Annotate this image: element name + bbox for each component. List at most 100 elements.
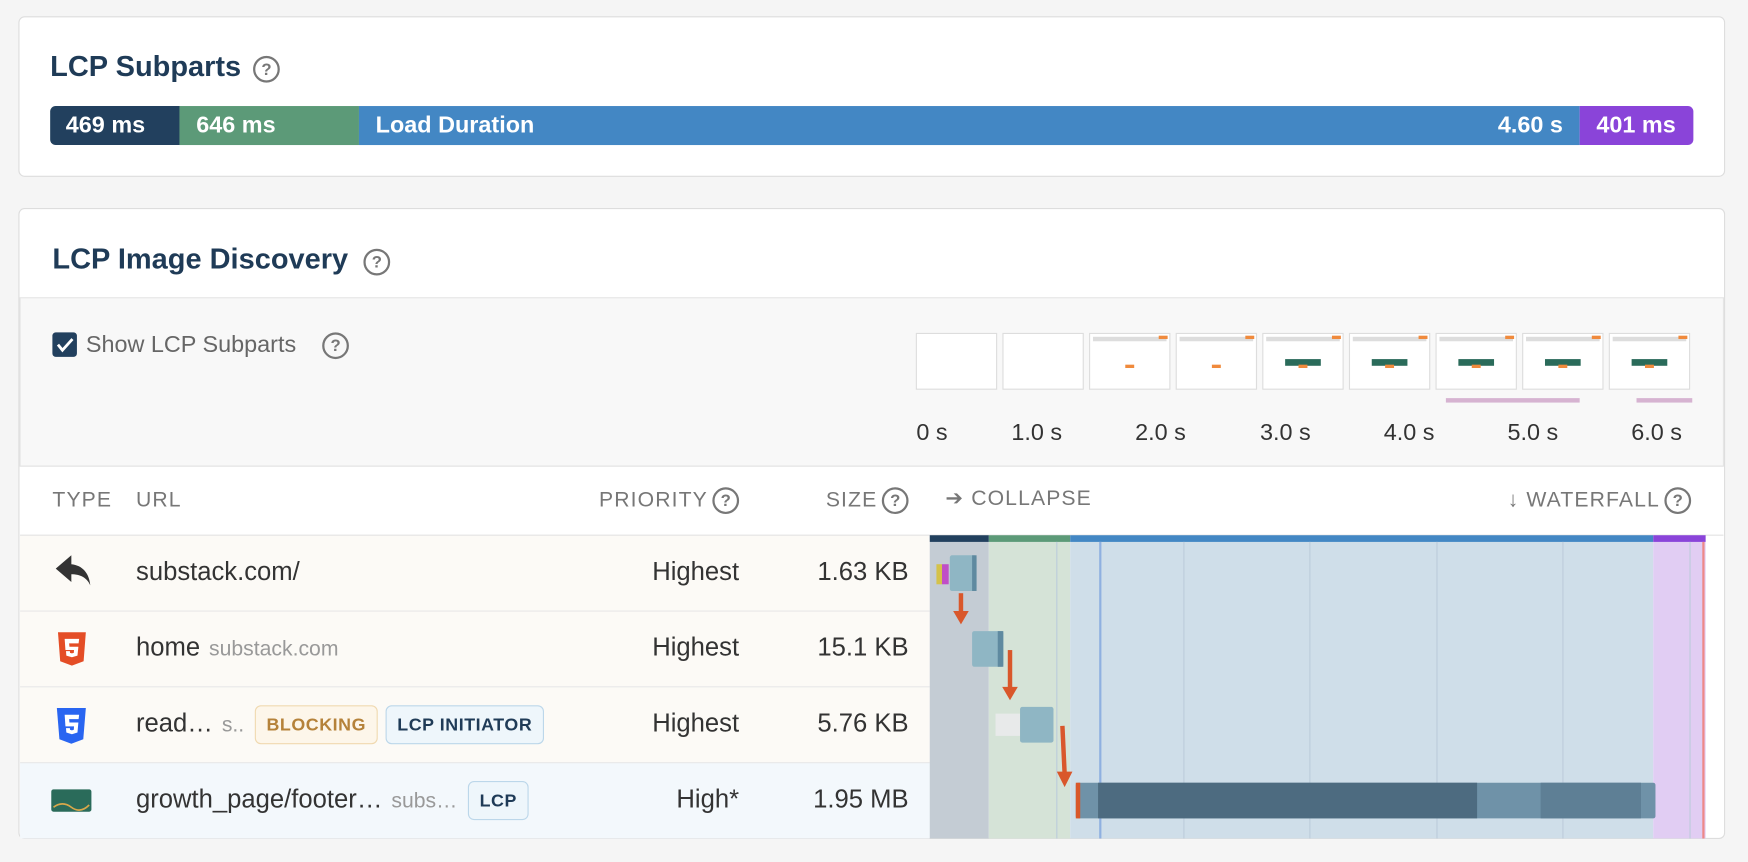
svg-text:?: ? bbox=[1673, 491, 1683, 510]
frame-banner bbox=[1631, 359, 1668, 366]
subparts-bar bbox=[50, 106, 1694, 146]
frame-button bbox=[1298, 364, 1308, 369]
segment-label: Load Duration bbox=[376, 111, 535, 137]
frame-banner bbox=[1371, 359, 1408, 366]
frame bbox=[915, 332, 998, 390]
frame bbox=[1002, 332, 1084, 390]
help-icon[interactable]: ? bbox=[253, 55, 280, 83]
css-icon bbox=[56, 708, 86, 744]
frame-accent bbox=[1418, 335, 1428, 340]
svg-text:?: ? bbox=[372, 253, 382, 272]
frame-banner bbox=[1458, 359, 1495, 366]
timeline: 0 s 1.0 s 2.0 s 3.0 s 4.0 s 5.0 s 6.0 s bbox=[916, 419, 1682, 445]
timeline-label: 3.0 s bbox=[1260, 419, 1311, 445]
svg-text:?: ? bbox=[261, 60, 271, 79]
column-header: PRIORITY bbox=[599, 488, 708, 511]
svg-text:?: ? bbox=[721, 491, 731, 510]
frame-header bbox=[1266, 336, 1340, 342]
url: growth_page/footer… bbox=[136, 785, 382, 813]
html-icon bbox=[57, 632, 86, 666]
document-icon bbox=[55, 555, 91, 586]
timeline-label: 5.0 s bbox=[1507, 419, 1558, 445]
card bbox=[18, 16, 1726, 177]
frame-button bbox=[1211, 364, 1221, 369]
checkbox[interactable] bbox=[52, 332, 77, 357]
frame-accent bbox=[1678, 335, 1688, 340]
frame-header bbox=[1179, 336, 1254, 342]
tag-label: BLOCKING bbox=[267, 715, 367, 735]
frame-header bbox=[1612, 336, 1687, 342]
frame-header bbox=[1352, 336, 1427, 342]
timeline-label: 4.0 s bbox=[1384, 419, 1435, 445]
frame-banner bbox=[1544, 359, 1581, 366]
frame-banner bbox=[1285, 359, 1321, 366]
host: substack.com bbox=[209, 638, 338, 661]
column-header: URL bbox=[136, 488, 182, 511]
size: 1.63 KB bbox=[817, 558, 908, 586]
frame-accent bbox=[1505, 335, 1515, 340]
timeline-label: 6.0 s bbox=[1631, 419, 1682, 445]
tag-label: LCP bbox=[480, 790, 517, 810]
frame-button bbox=[1644, 364, 1654, 369]
svg-text:?: ? bbox=[890, 491, 900, 510]
segment-label: 646 ms bbox=[196, 111, 275, 137]
help-icon[interactable]: ? bbox=[712, 487, 740, 515]
tag bbox=[254, 705, 378, 745]
rows bbox=[20, 465, 1724, 839]
tag-label: LCP INITIATOR bbox=[397, 715, 532, 735]
timeline-label: 0 s bbox=[916, 419, 947, 445]
url: substack.com/ bbox=[136, 558, 301, 586]
priority: Highest bbox=[652, 710, 739, 738]
frame-accent bbox=[1591, 335, 1601, 340]
tag bbox=[467, 781, 529, 821]
frame-accent bbox=[1245, 335, 1255, 340]
filmstrip bbox=[915, 332, 1693, 403]
column-header: SIZE bbox=[826, 488, 878, 511]
frame-header bbox=[1092, 336, 1167, 342]
checkbox-label[interactable]: Show LCP Subparts bbox=[86, 331, 296, 357]
url: home bbox=[136, 634, 200, 662]
priority: Highest bbox=[652, 634, 739, 662]
frame-header bbox=[1439, 336, 1514, 342]
column-header: ↓ WATERFALL bbox=[1508, 488, 1660, 511]
svg-text:?: ? bbox=[330, 336, 340, 355]
segment-label: 401 ms bbox=[1596, 111, 1675, 137]
image-icon bbox=[51, 789, 92, 812]
frame-accent bbox=[1158, 335, 1168, 340]
timeline-label: 1.0 s bbox=[1011, 419, 1062, 445]
lcp-range bbox=[1445, 398, 1580, 403]
help-icon[interactable]: ? bbox=[1664, 487, 1692, 515]
priority: Highest bbox=[652, 558, 739, 586]
frame-header bbox=[1526, 336, 1600, 342]
waterfall bbox=[929, 535, 1706, 839]
url: read… bbox=[136, 710, 213, 738]
card-title: LCP Subparts bbox=[50, 51, 241, 83]
segment-label: 4.60 s bbox=[1498, 111, 1563, 137]
timeline-label: 2.0 s bbox=[1135, 419, 1186, 445]
segment-label: 469 ms bbox=[66, 111, 145, 137]
frame-button bbox=[1125, 364, 1135, 369]
help-icon[interactable]: ? bbox=[322, 332, 349, 360]
tag bbox=[385, 705, 544, 745]
frame-accent bbox=[1331, 335, 1341, 340]
row-cells: substack.com/Highest 1.63 KB home substack.… bbox=[136, 558, 909, 821]
host: subs… bbox=[391, 789, 457, 812]
frame-button bbox=[1385, 364, 1395, 369]
frame-button bbox=[1558, 364, 1568, 369]
host: s.. bbox=[222, 713, 244, 736]
size: 15.1 KB bbox=[817, 634, 908, 662]
lcp-range bbox=[1636, 398, 1693, 403]
size: 1.95 MB bbox=[813, 785, 908, 813]
frame bbox=[1089, 332, 1171, 390]
frame-button bbox=[1471, 364, 1481, 369]
collapse-button[interactable]: ➔ COLLAPSE bbox=[945, 487, 1092, 510]
frame bbox=[1175, 332, 1258, 390]
help-icon[interactable]: ? bbox=[881, 487, 909, 515]
column-header: TYPE bbox=[52, 488, 112, 511]
priority: High* bbox=[676, 785, 739, 813]
size: 5.76 KB bbox=[817, 710, 908, 738]
help-icon[interactable]: ? bbox=[363, 248, 391, 276]
card-title: LCP Image Discovery bbox=[52, 244, 348, 276]
